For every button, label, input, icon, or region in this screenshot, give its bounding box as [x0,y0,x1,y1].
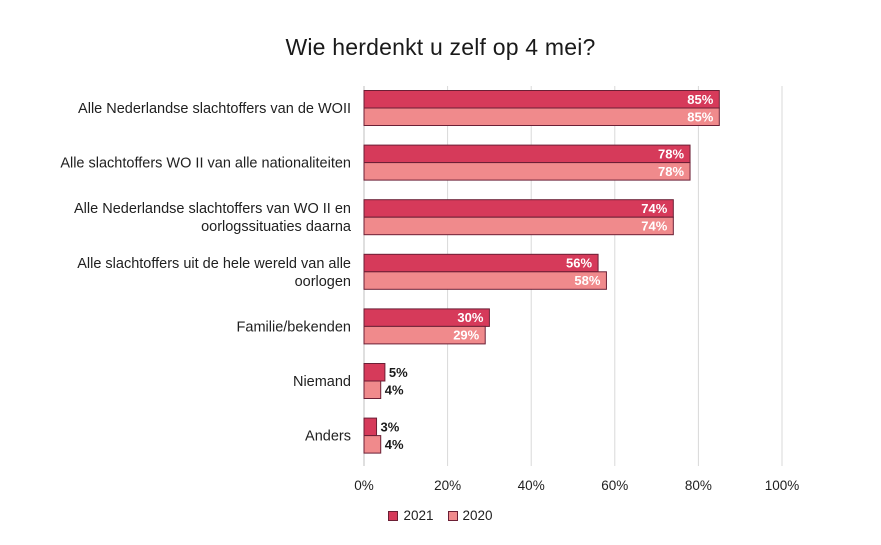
bar-2021 [363,90,720,109]
category-label: Niemand [293,374,351,390]
data-label-2020: 58% [574,273,600,288]
data-label-2021: 78% [658,146,684,161]
bar-2021 [363,253,599,273]
bar-2020 [363,325,486,345]
x-tick-label: 80% [685,478,712,493]
data-label-2020: 74% [641,218,667,233]
category-labels: Alle Nederlandse slachtoffers van de WOI… [60,101,352,445]
x-tick-labels: 0% 20% 40% 60% 80% 100% [354,478,799,493]
data-label-2021: 85% [687,92,713,107]
category-label: oorlogen [295,274,351,290]
bar-2020 [363,107,720,126]
chart-title: Wie herdenkt u zelf op 4 mei? [285,34,596,60]
category-label: Alle Nederlandse slachtoffers van de WOI… [78,101,351,117]
legend-label-2021: 2021 [403,508,434,523]
bar-2020 [363,162,691,181]
bars [363,90,720,454]
data-label-2020: 4% [385,437,404,452]
legend-item-2021: 2021 [388,508,434,523]
x-tick-label: 60% [601,478,628,493]
data-label-2020: 78% [658,164,684,179]
x-tick-label: 0% [354,478,374,493]
legend-item-2020: 2020 [447,508,493,523]
category-label: Alle slachtoffers uit de hele wereld van… [77,256,351,272]
bar-2020 [363,271,607,290]
bar-2021 [363,363,386,382]
data-label-2021: 5% [389,365,408,380]
bar-2020 [363,380,382,399]
x-tick-label: 40% [518,478,545,493]
bar-2020 [363,216,674,236]
category-label: Alle Nederlandse slachtoffers van WO II … [74,201,351,217]
bar-2021 [363,199,674,218]
category-label: Anders [305,429,351,445]
category-label: oorlogssituaties daarna [201,219,352,235]
legend-label-2020: 2020 [462,508,493,523]
legend-swatch-2020 [447,510,458,521]
data-label-2020: 29% [453,328,479,343]
data-label-2021: 30% [457,310,483,325]
x-tick-label: 20% [434,478,461,493]
data-label-2021: 74% [641,201,667,216]
data-label-2020: 4% [385,382,404,397]
category-label: Alle slachtoffers WO II van alle nationa… [60,156,351,172]
x-tick-label: 100% [765,478,800,493]
data-labels: 85% 85% 78% 78% 74% 74% 56% 58% 30% 29% 5% 4% 3% 4% [381,92,714,452]
data-label-2021: 56% [566,256,592,271]
data-label-2020: 85% [687,109,713,124]
legend-swatch-2021 [388,510,399,521]
data-label-2021: 3% [381,419,400,434]
bar-2021 [363,417,378,437]
bar-2021 [363,144,691,164]
legend: 2021 2020 [0,508,881,523]
category-label: Familie/bekenden [237,319,351,335]
bar-2020 [363,435,382,454]
